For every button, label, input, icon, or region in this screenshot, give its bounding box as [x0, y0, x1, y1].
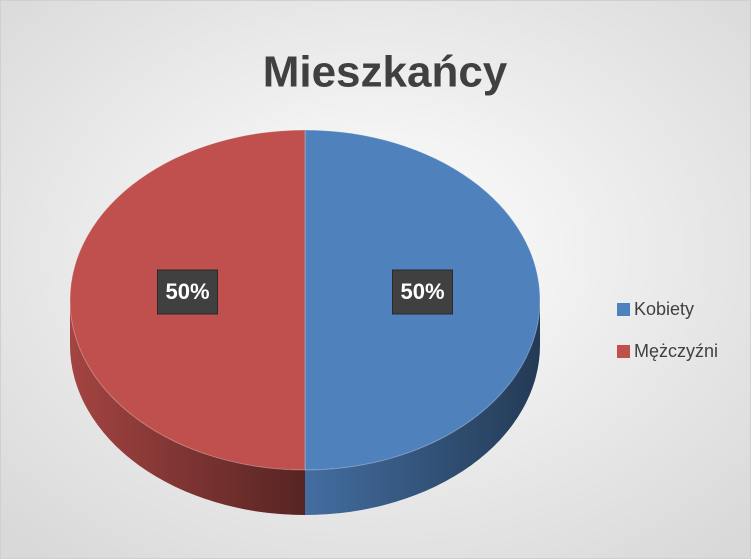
slice-side-shade — [70, 300, 305, 515]
legend-label: Mężczyźni — [634, 341, 718, 361]
data-label-box — [157, 269, 218, 315]
data-label: 50% — [165, 279, 209, 304]
chart-title: Mieszkańcy — [263, 48, 508, 97]
data-label-box — [392, 269, 453, 315]
slice-side-shade — [305, 300, 540, 515]
data-label: 50% — [400, 279, 444, 304]
legend-swatch — [617, 345, 630, 358]
legend-swatch — [617, 303, 630, 316]
legend-label: Kobiety — [634, 299, 694, 319]
